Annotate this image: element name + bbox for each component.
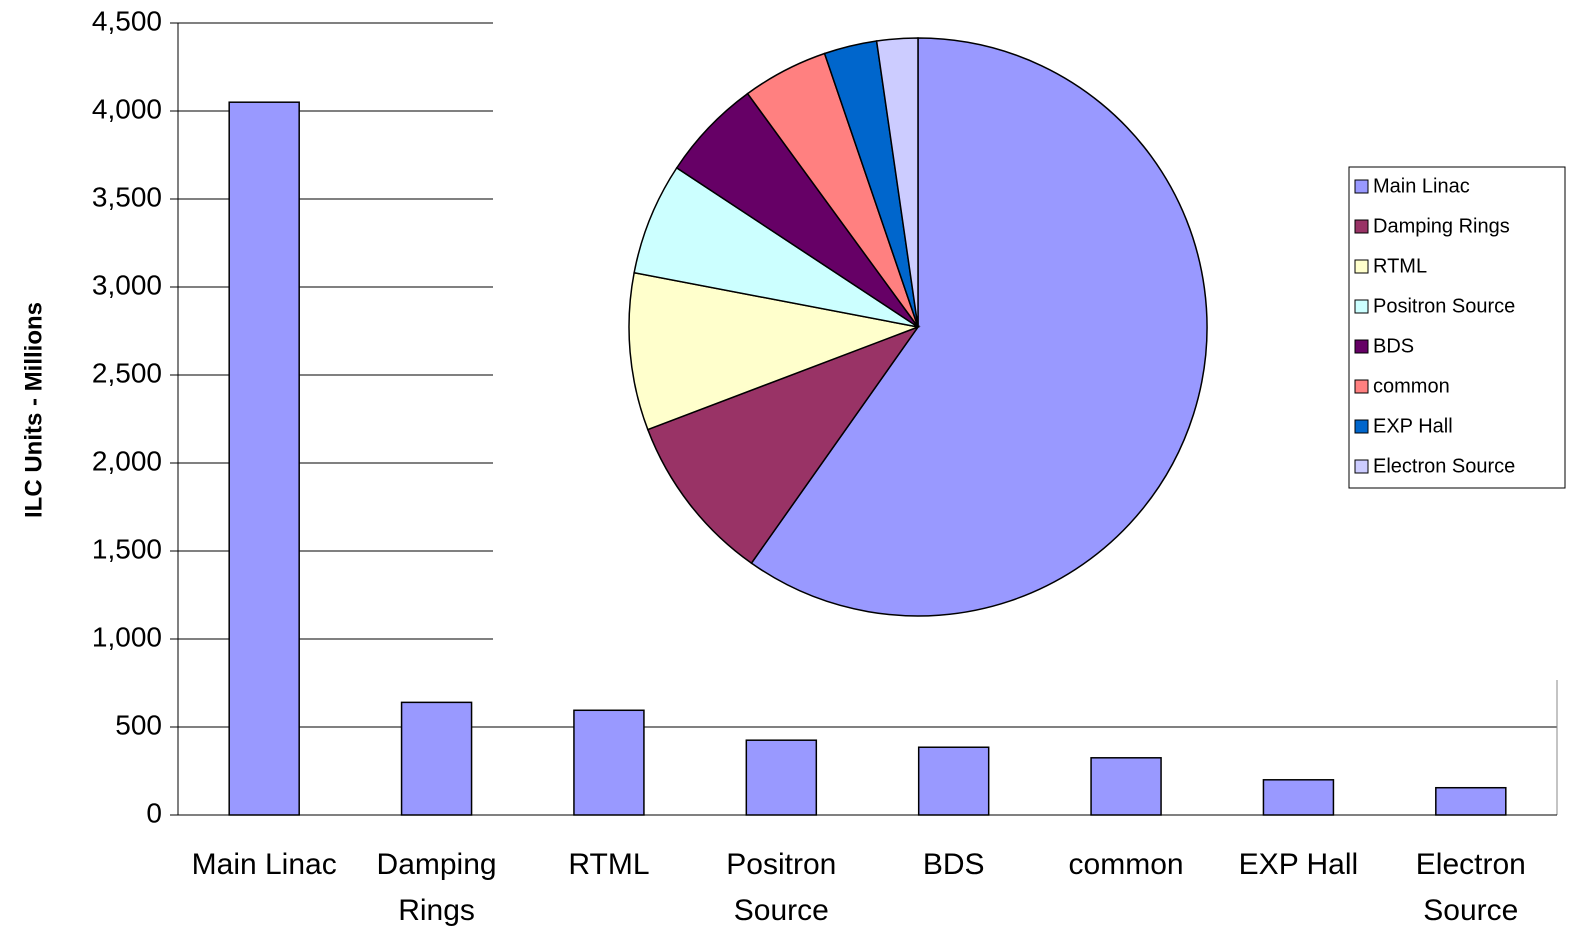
bar — [745, 739, 818, 816]
y-tick-label: 4,000 — [92, 93, 162, 124]
bar — [228, 101, 300, 816]
x-tick-label: RTML — [568, 848, 650, 881]
y-tick-label: 500 — [115, 709, 162, 740]
legend-label: Electron Source — [1373, 455, 1515, 477]
y-tick-label: 3,500 — [92, 181, 162, 212]
legend-swatch — [1354, 219, 1369, 234]
legend-swatch — [1354, 379, 1369, 394]
bar — [1090, 757, 1162, 816]
y-tick-label: 2,000 — [92, 445, 162, 476]
y-tick-label: 0 — [146, 797, 162, 828]
x-tick-label: Damping Rings — [376, 848, 497, 927]
legend-label: EXP Hall — [1373, 415, 1453, 437]
y-tick-label: 4,500 — [92, 5, 162, 36]
legend-label: Main Linac — [1373, 175, 1470, 197]
legend-swatch — [1354, 419, 1369, 434]
x-tick-label: Positron Source — [726, 848, 837, 927]
legend-label: Positron Source — [1373, 295, 1515, 317]
x-tick-label: Main Linac — [191, 848, 337, 881]
pie-slice — [646, 325, 921, 565]
x-tick-label: common — [1068, 848, 1184, 881]
y-tick-label: 1,500 — [92, 533, 162, 564]
pie-slice — [875, 37, 919, 328]
pie-slice — [750, 37, 1208, 617]
x-tick-label: BDS — [922, 848, 985, 881]
y-tick-label: 3,000 — [92, 269, 162, 300]
y-axis-label: ILC Units - Millions — [20, 302, 47, 518]
x-tick-label: EXP Hall — [1238, 848, 1359, 881]
legend-swatch — [1354, 459, 1369, 474]
bar — [917, 746, 990, 816]
bar — [573, 709, 645, 816]
pie-slice — [633, 166, 919, 328]
legend-swatch — [1354, 259, 1369, 274]
legend-label: RTML — [1373, 255, 1427, 277]
bar — [1435, 786, 1507, 816]
bar — [400, 701, 473, 816]
bar — [1262, 779, 1335, 816]
pie-slice — [628, 271, 921, 431]
legend-label: BDS — [1373, 335, 1414, 357]
legend-swatch — [1354, 339, 1369, 354]
legend-swatch — [1354, 299, 1369, 314]
legend-label: Damping Rings — [1373, 215, 1510, 237]
y-tick-label: 1,000 — [92, 621, 162, 652]
y-tick-label: 2,500 — [92, 357, 162, 388]
x-tick-label: Electron Source — [1415, 848, 1526, 927]
legend-box — [1348, 166, 1566, 489]
legend-swatch — [1354, 179, 1369, 194]
legend-label: common — [1373, 375, 1450, 397]
